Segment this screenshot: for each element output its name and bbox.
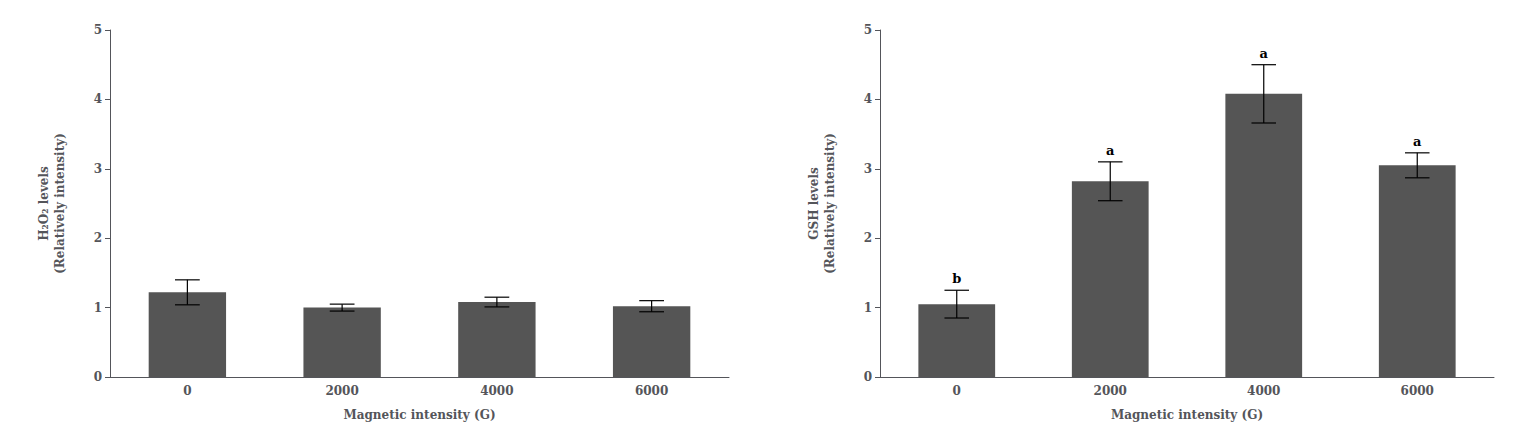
svg-text:4: 4 xyxy=(94,92,102,106)
svg-text:b: b xyxy=(952,271,961,286)
svg-text:GSH levels: GSH levels xyxy=(807,167,821,240)
svg-text:1: 1 xyxy=(94,301,102,315)
svg-text:6000: 6000 xyxy=(1401,384,1434,398)
svg-text:4000: 4000 xyxy=(480,384,513,398)
svg-text:a: a xyxy=(1413,134,1422,149)
svg-text:a: a xyxy=(1260,46,1269,61)
svg-text:5: 5 xyxy=(864,23,872,37)
svg-text:4000: 4000 xyxy=(1247,384,1280,398)
svg-text:2000: 2000 xyxy=(325,384,358,398)
svg-text:0: 0 xyxy=(183,384,191,398)
svg-text:2: 2 xyxy=(864,231,872,245)
svg-text:Magnetic intensity (G): Magnetic intensity (G) xyxy=(343,408,495,422)
svg-text:a: a xyxy=(1106,143,1115,158)
svg-text:3: 3 xyxy=(864,162,872,176)
svg-text:(Relatively intensity): (Relatively intensity) xyxy=(53,133,67,274)
svg-text:0: 0 xyxy=(864,370,872,384)
svg-text:5: 5 xyxy=(94,23,102,37)
svg-text:0: 0 xyxy=(94,370,102,384)
svg-text:2: 2 xyxy=(94,231,102,245)
svg-text:0: 0 xyxy=(953,384,961,398)
svg-text:2000: 2000 xyxy=(1094,384,1127,398)
svg-text:1: 1 xyxy=(864,301,872,315)
svg-text:6000: 6000 xyxy=(635,384,668,398)
svg-text:3: 3 xyxy=(94,162,102,176)
svg-text:Magnetic intensity (G): Magnetic intensity (G) xyxy=(1111,408,1263,422)
svg-text:4: 4 xyxy=(864,92,872,106)
svg-text:H₂O₂ levels: H₂O₂ levels xyxy=(37,166,51,241)
svg-text:(Relatively intensity): (Relatively intensity) xyxy=(823,133,837,274)
